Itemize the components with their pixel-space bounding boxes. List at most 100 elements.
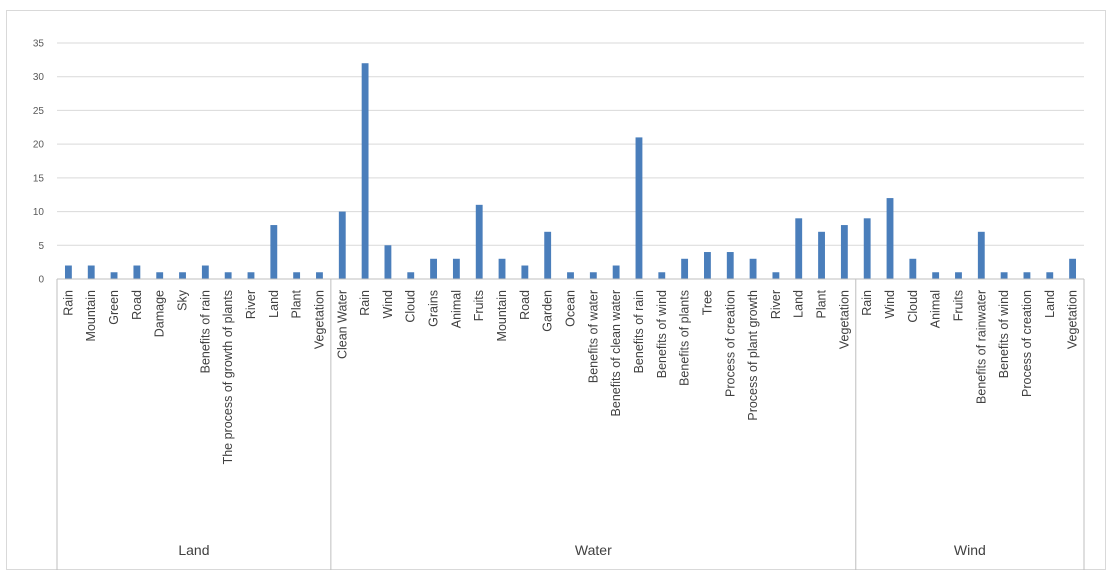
y-tick-label: 0: [38, 275, 44, 286]
group-label: Water: [575, 542, 612, 558]
y-tick-label: 30: [33, 72, 45, 83]
bar: [133, 265, 141, 279]
category-label: Fruits: [951, 290, 965, 321]
bar: [247, 272, 255, 279]
bar: [316, 272, 323, 279]
category-label: Land: [1043, 290, 1057, 318]
category-label: Wind: [883, 290, 897, 319]
category-label: Rain: [860, 290, 874, 316]
bar: [475, 204, 483, 279]
bar: [201, 265, 209, 279]
category-label: Cloud: [906, 290, 920, 323]
category-label: Cloud: [404, 290, 418, 323]
bar: [612, 265, 620, 279]
bar: [635, 137, 643, 279]
category-label: Benefits of rainwater: [974, 290, 988, 404]
category-label: Benefits of wind: [997, 290, 1011, 378]
y-tick-label: 35: [33, 39, 45, 50]
category-label: Process of creation: [723, 290, 737, 397]
bar: [521, 265, 529, 279]
bar: [932, 272, 940, 279]
bar: [567, 272, 574, 279]
category-label: Benefits of clean water: [609, 290, 623, 416]
bar: [87, 265, 95, 279]
bar: [544, 231, 552, 279]
bar: [224, 272, 232, 279]
category-label: Green: [107, 290, 121, 325]
group-labels: Land Water Wind: [178, 542, 985, 558]
category-label: Ocean: [564, 290, 578, 327]
bar: [681, 258, 689, 279]
category-label: Process of creation: [1020, 290, 1034, 397]
bar: [270, 225, 278, 279]
bar: [863, 218, 871, 279]
category-label: Wind: [381, 290, 395, 319]
category-label: Grains: [427, 290, 441, 327]
bar: [361, 63, 369, 279]
category-label: River: [769, 290, 783, 319]
category-label: Benefits of wind: [655, 290, 669, 378]
category-label: Land: [267, 290, 281, 318]
bar: [658, 272, 666, 279]
bar: [338, 211, 346, 279]
bar: [407, 272, 415, 279]
y-tick-label: 5: [38, 241, 44, 252]
category-label: Garden: [541, 290, 555, 332]
bar: [589, 272, 597, 279]
gridlines: [57, 42, 1084, 246]
category-label: Tree: [700, 290, 714, 315]
bar: [772, 272, 780, 279]
bars: [64, 63, 1077, 279]
category-labels: Rain Mountain Green Road Damage Sky Benefits o…: [61, 289, 1079, 464]
y-tick-label: 20: [33, 140, 45, 151]
category-label: Vegetation: [1066, 290, 1080, 349]
group-label: Wind: [954, 542, 986, 558]
y-tick-label: 15: [33, 173, 45, 184]
bar: [156, 272, 164, 279]
y-axis-ticks: 0 5 10 15 20 25 30 35: [33, 39, 45, 286]
category-label: Benefits of rain: [632, 290, 646, 373]
bar: [1000, 272, 1008, 279]
category-label: Road: [130, 290, 144, 320]
x-axis: [56, 278, 1085, 570]
bar: [886, 198, 894, 279]
bar: [384, 245, 392, 279]
category-label: Animal: [929, 290, 943, 328]
category-label: Vegetation: [837, 290, 851, 349]
bar: [452, 258, 460, 279]
category-label: Damage: [153, 290, 167, 337]
bar: [293, 272, 301, 279]
category-label: Plant: [290, 289, 304, 318]
bar: [430, 258, 437, 279]
category-label: Rain: [358, 290, 372, 316]
category-label: Animal: [449, 290, 463, 328]
category-label: Road: [518, 290, 532, 320]
bar: [795, 218, 803, 279]
bar: [1023, 272, 1031, 279]
category-label: Benefits of water: [586, 290, 600, 383]
category-label: Process of plant growth: [746, 290, 760, 421]
bar: [818, 231, 825, 279]
y-tick-label: 25: [33, 106, 45, 117]
bar: [179, 272, 186, 279]
bar: [1046, 272, 1054, 279]
category-label: Rain: [61, 290, 75, 316]
category-label: Clean Water: [335, 290, 349, 359]
bar: [110, 272, 118, 279]
bar: [749, 258, 757, 279]
bar: [909, 258, 917, 279]
category-label: Land: [792, 290, 806, 318]
category-label: River: [244, 290, 258, 319]
bar: [840, 225, 848, 279]
category-label: The process of growth of plants: [221, 290, 235, 464]
chart-frame: [6, 10, 1106, 570]
category-label: Fruits: [472, 290, 486, 321]
bar: [704, 252, 711, 279]
category-label: Benefits of plants: [678, 290, 692, 386]
category-label: Sky: [176, 289, 190, 311]
bar: [977, 231, 985, 279]
category-label: Mountain: [84, 290, 98, 341]
group-label: Land: [178, 542, 209, 558]
category-label: Plant: [815, 289, 829, 318]
